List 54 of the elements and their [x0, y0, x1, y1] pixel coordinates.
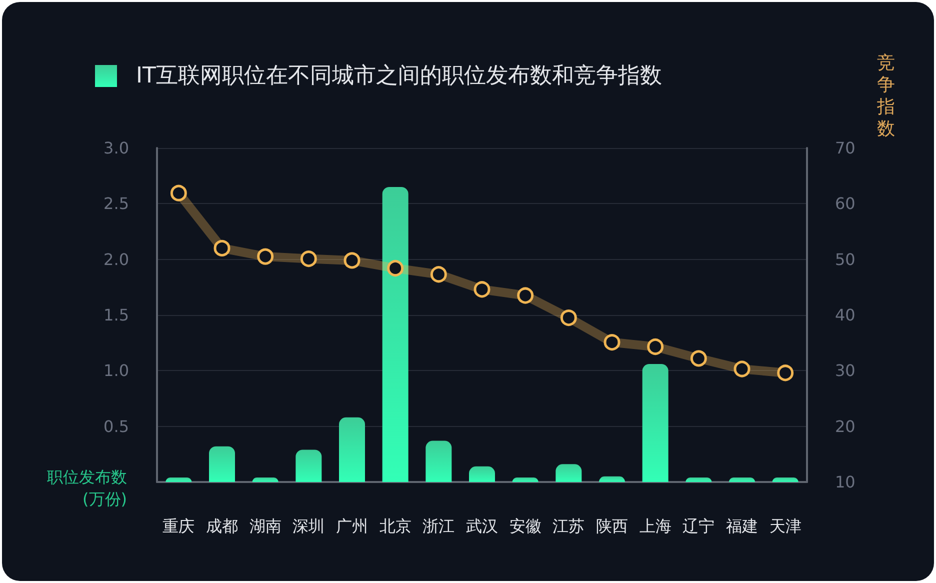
point [690, 350, 707, 367]
bar [382, 186, 408, 482]
x-tick-label: 江苏 [552, 516, 585, 536]
y-tick-label: 1.5 [104, 306, 129, 324]
y2-tick-label: 20 [835, 416, 856, 436]
x-tick-label: 湖南 [249, 516, 282, 536]
point [430, 266, 447, 283]
x-tick-label: 福建 [726, 516, 758, 536]
x-tick-label: 天津 [769, 516, 802, 536]
bar [426, 440, 452, 482]
x-tick-label: 辽宁 [682, 516, 715, 536]
y2-tick-label: 40 [835, 306, 856, 324]
point [344, 252, 360, 269]
y2-tick-label: 60 [835, 194, 856, 214]
point [387, 260, 404, 276]
point [517, 287, 534, 304]
bar [296, 450, 322, 482]
y2-tick-label: 50 [835, 250, 856, 269]
y-tick-label: 0.5 [104, 416, 129, 436]
bar [209, 446, 235, 482]
y-tick-label: 2.5 [104, 194, 129, 214]
bar [469, 466, 495, 482]
point [560, 310, 577, 326]
legend-label: IT互联网职位在不同城市之间的职位发布数和竞争指数 [136, 64, 662, 88]
point [214, 240, 230, 256]
point [474, 281, 490, 298]
point [734, 360, 750, 378]
point [170, 184, 187, 202]
x-tick-label: 成都 [206, 516, 238, 536]
bar [556, 464, 582, 482]
point [604, 334, 620, 351]
bar [339, 417, 365, 482]
x-tick-label: 深圳 [292, 516, 325, 536]
x-tick-label: 广州 [336, 516, 368, 536]
x-tick-label: 北京 [379, 516, 412, 536]
x-tick-label: 上海 [639, 516, 672, 536]
y2-tick-label: 30 [835, 361, 856, 380]
y2-axis-title: 竞争指数 [876, 52, 895, 140]
y-tick-label: 1.0 [104, 361, 129, 380]
point [257, 248, 274, 265]
bar [642, 364, 668, 482]
x-tick-label: 重庆 [162, 516, 195, 536]
x-tick-label: 武汉 [466, 516, 498, 536]
x-tick-label: 安徽 [509, 516, 542, 536]
point [647, 338, 664, 355]
y2-tick-label: 10 [835, 472, 856, 492]
y-axis-title: 职位发布数 (万份) [47, 468, 127, 508]
y-tick-label: 3.0 [104, 138, 129, 158]
point [777, 364, 794, 382]
x-tick-label: 陕西 [596, 516, 628, 536]
x-tick-label: 浙江 [422, 516, 455, 536]
y2-tick-label: 70 [835, 138, 856, 158]
point [300, 250, 317, 268]
y-tick-label: 2.0 [104, 250, 129, 269]
